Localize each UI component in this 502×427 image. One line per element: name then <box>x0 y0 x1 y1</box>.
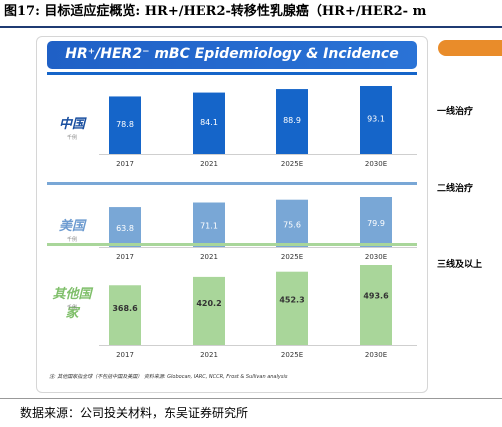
data-label: 368.6 <box>112 304 138 313</box>
bar-2025e <box>276 271 308 345</box>
side-label-second-line: 二线治疗 <box>437 184 474 194</box>
data-label: 93.1 <box>367 115 385 124</box>
others-separator <box>47 243 417 246</box>
panel-banner: HR⁺/HER2⁻ mBC Epidemiology & Incidence <box>47 41 417 69</box>
panel-footnote: 注: 其他国家指全球（不包括中国及美国） 资料来源: Globocan, IAR… <box>49 374 288 380</box>
bar-2021 <box>193 276 225 345</box>
data-label: 75.6 <box>283 220 301 229</box>
data-label: 79.9 <box>367 219 385 228</box>
data-label: 63.8 <box>116 224 134 233</box>
bar-2025e <box>276 199 308 247</box>
x-tick-label: 2030E <box>365 253 387 261</box>
x-tick-label: 2021 <box>200 351 218 359</box>
x-tick-label: 2021 <box>200 160 218 168</box>
title-rule <box>0 26 502 28</box>
region-label-others: 其他国家 <box>52 287 92 321</box>
region-label-china: 中国 <box>58 117 85 132</box>
panel-title: HR⁺/HER2⁻ mBC Epidemiology & Incidence <box>65 46 399 62</box>
data-label: 78.8 <box>116 120 134 129</box>
bar-2030e <box>360 86 392 154</box>
bar-2017 <box>109 207 141 247</box>
data-label: 452.3 <box>279 296 304 305</box>
side-orange-bar <box>438 40 502 56</box>
usa-bar-chart: 63.8 2017 71.1 2021 75.6 2025E 79.9 2030E <box>99 197 417 261</box>
bar-2021 <box>193 202 225 247</box>
data-label: 420.2 <box>196 299 221 308</box>
data-label: 88.9 <box>283 116 301 125</box>
side-label-third-line: 三线及以上 <box>437 260 483 270</box>
x-tick-label: 2025E <box>281 160 303 168</box>
bar-2030e <box>360 197 392 247</box>
bar-2021 <box>193 92 225 154</box>
x-tick-label: 2025E <box>281 253 303 261</box>
unit-label-usa: 千例 <box>66 237 77 243</box>
data-label: 493.6 <box>363 291 389 300</box>
x-tick-label: 2025E <box>281 351 303 359</box>
china-separator <box>47 72 417 75</box>
bar-2017 <box>109 96 141 154</box>
x-tick-label: 2017 <box>116 160 134 168</box>
data-label: 84.1 <box>200 118 218 127</box>
x-tick-label: 2030E <box>365 351 387 359</box>
unit-label-others: 千例 <box>66 305 77 311</box>
side-label-first-line: 一线治疗 <box>437 107 474 117</box>
x-tick-label: 2030E <box>365 160 387 168</box>
unit-label-china: 千例 <box>66 135 77 141</box>
bottom-rule <box>0 398 502 399</box>
x-tick-label: 2017 <box>116 351 134 359</box>
infographic-panel: HR⁺/HER2⁻ mBC Epidemiology & Incidence 中… <box>36 36 428 393</box>
others-bar-chart: 368.6 2017 420.2 2021 452.3 2025E 493.6 2030E <box>99 265 417 359</box>
x-tick-label: 2021 <box>200 253 218 261</box>
bar-2017 <box>109 285 141 345</box>
x-tick-label: 2017 <box>116 253 134 261</box>
figure-title: 图17: 目标适应症概览: HR+/HER2-转移性乳腺癌（HR+/HER2- … <box>4 4 427 19</box>
data-label: 71.1 <box>200 222 218 231</box>
china-bar-chart: 78.8 2017 84.1 2021 88.9 2025E 93.1 2030E <box>99 86 417 168</box>
usa-separator <box>47 182 417 185</box>
source-text: 数据来源：公司投关材料，东吴证券研究所 <box>20 406 249 420</box>
bar-2030e <box>360 265 392 345</box>
region-label-usa: 美国 <box>58 219 85 234</box>
bar-2025e <box>276 89 308 154</box>
